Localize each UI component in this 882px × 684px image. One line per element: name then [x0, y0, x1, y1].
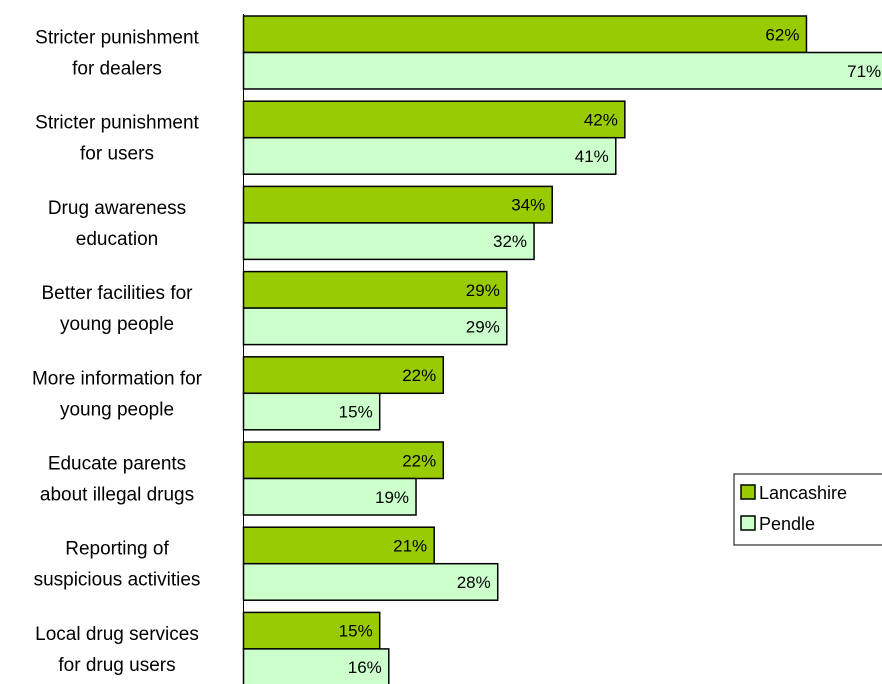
legend-swatch-lancashire: [740, 484, 756, 500]
data-label-lancashire-3: 29%: [466, 281, 500, 300]
bar-pendle-1: [242, 136, 617, 175]
data-label-pendle-0: 71%: [847, 62, 881, 81]
legend-box: [733, 473, 882, 546]
category-label: young people: [60, 399, 174, 420]
bar-lancashire-7: [242, 611, 381, 650]
bar-pendle-0: [242, 51, 882, 90]
category-label: Local drug services: [35, 624, 199, 645]
bar-pendle-4: [242, 392, 381, 431]
category-label: suspicious activities: [34, 570, 201, 591]
category-label: for drug users: [58, 655, 175, 676]
category-label: young people: [60, 314, 174, 335]
category-label: for dealers: [72, 59, 162, 80]
legend-swatch-pendle: [740, 515, 756, 531]
data-label-lancashire-0: 62%: [765, 25, 799, 44]
data-label-lancashire-6: 21%: [393, 536, 427, 555]
data-label-pendle-2: 32%: [493, 232, 527, 251]
data-label-lancashire-4: 22%: [402, 366, 436, 385]
data-label-pendle-5: 19%: [375, 488, 409, 507]
category-label: education: [76, 229, 158, 250]
data-label-lancashire-7: 15%: [339, 622, 373, 641]
bar-pendle-7: [242, 648, 390, 684]
bar-lancashire-1: [242, 100, 626, 139]
bar-lancashire-0: [242, 15, 808, 54]
bar-pendle-5: [242, 477, 417, 516]
category-label: Stricter punishment: [35, 28, 199, 49]
category-label: Better facilities for: [42, 283, 194, 304]
category-label: Reporting of: [65, 539, 169, 560]
data-label-lancashire-5: 22%: [402, 451, 436, 470]
category-label: More information for: [32, 368, 203, 389]
category-label: about illegal drugs: [40, 485, 194, 506]
bar-pendle-3: [242, 307, 508, 346]
legend-label-lancashire: Lancashire: [759, 483, 847, 503]
category-labels-group: Stricter punishment for dealers Stricter p…: [32, 28, 203, 676]
data-label-lancashire-1: 42%: [584, 110, 618, 129]
data-label-lancashire-2: 34%: [511, 196, 545, 215]
legend-label-pendle: Pendle: [759, 514, 815, 534]
bars-group: 62% 71% 42% 41% 34% 32% 29% 29% 22% 15% 22% 19% 21% 2…: [242, 15, 882, 684]
data-label-pendle-7: 16%: [348, 658, 382, 677]
bar-lancashire-5: [242, 441, 445, 480]
data-label-pendle-6: 28%: [457, 573, 491, 592]
legend: Lancashire Pendle: [733, 473, 882, 546]
bar-pendle-6: [242, 562, 499, 601]
category-label: Drug awareness: [48, 198, 186, 219]
bar-lancashire-6: [242, 526, 435, 565]
category-label: for users: [80, 144, 154, 165]
category-label: Educate parents: [48, 454, 186, 475]
data-label-pendle-3: 29%: [466, 317, 500, 336]
category-label: Stricter punishment: [35, 113, 199, 134]
bar-pendle-2: [242, 222, 535, 261]
data-label-pendle-4: 15%: [339, 403, 373, 422]
data-label-pendle-1: 41%: [575, 147, 609, 166]
bar-lancashire-2: [242, 185, 553, 224]
